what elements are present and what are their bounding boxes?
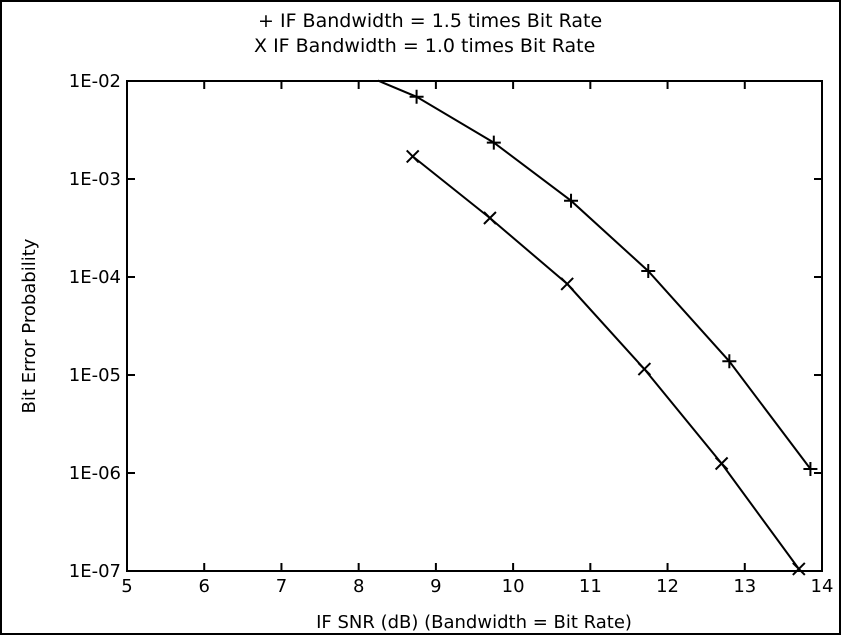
series-2-line — [412, 155, 800, 570]
series-1-point — [564, 193, 579, 208]
legend: + IF Bandwidth = 1.5 times Bit Rate X IF… — [254, 10, 602, 57]
series-2-point — [637, 362, 652, 376]
legend-entry-2-text: IF Bandwidth = 1.0 times Bit Rate — [273, 35, 595, 57]
series-1-point — [641, 264, 656, 279]
y-tick-label: 1E-06 — [69, 463, 121, 484]
x-tick-label: 8 — [353, 576, 364, 597]
x-tick-label: 10 — [502, 576, 525, 597]
y-tick-label: 1E-07 — [69, 561, 121, 582]
x-tick-label: 14 — [811, 576, 834, 597]
series-1-point — [409, 89, 424, 104]
x-tick-label: 13 — [733, 576, 756, 597]
series-2-point — [714, 456, 729, 471]
y-tick-label: 1E-02 — [69, 71, 121, 92]
legend-entry-1-text: IF Bandwidth = 1.5 times Bit Rate — [280, 10, 602, 32]
series-1-line — [377, 79, 812, 470]
series-1-point — [486, 135, 501, 150]
series-2-point — [483, 211, 497, 225]
legend-entry-1: + IF Bandwidth = 1.5 times Bit Rate — [258, 10, 602, 32]
series-2-point — [792, 562, 806, 576]
legend-entry-2-symbol: X — [254, 35, 267, 57]
x-axis-label: IF SNR (dB) (Bandwidth = Bit Rate) — [316, 612, 632, 633]
y-tick-label: 1E-05 — [69, 365, 121, 386]
series-layer — [377, 79, 818, 576]
legend-entry-1-symbol: + — [258, 10, 274, 32]
series-1-point — [722, 354, 737, 369]
legend-entry-2: X IF Bandwidth = 1.0 times Bit Rate — [254, 35, 595, 57]
x-tick-label: 9 — [430, 576, 441, 597]
x-tick-label: 12 — [656, 576, 679, 597]
y-tick-label: 1E-04 — [69, 267, 121, 288]
x-tick-label: 6 — [198, 576, 209, 597]
x-tick-label: 7 — [276, 576, 287, 597]
series-2-point — [560, 277, 574, 291]
series-1-point — [803, 461, 818, 476]
y-axis-label: Bit Error Probability — [19, 238, 40, 413]
x-tick-label: 5 — [121, 576, 132, 597]
axis-ticks: 5 6 7 8 9 10 11 12 13 14 1E-02 1E-03 1E-04 1E-05 1E-06… — [69, 71, 834, 597]
plot-area — [126, 80, 823, 572]
x-tick-label: 11 — [579, 576, 602, 597]
y-tick-label: 1E-03 — [69, 169, 121, 190]
series-2-point — [406, 149, 420, 164]
